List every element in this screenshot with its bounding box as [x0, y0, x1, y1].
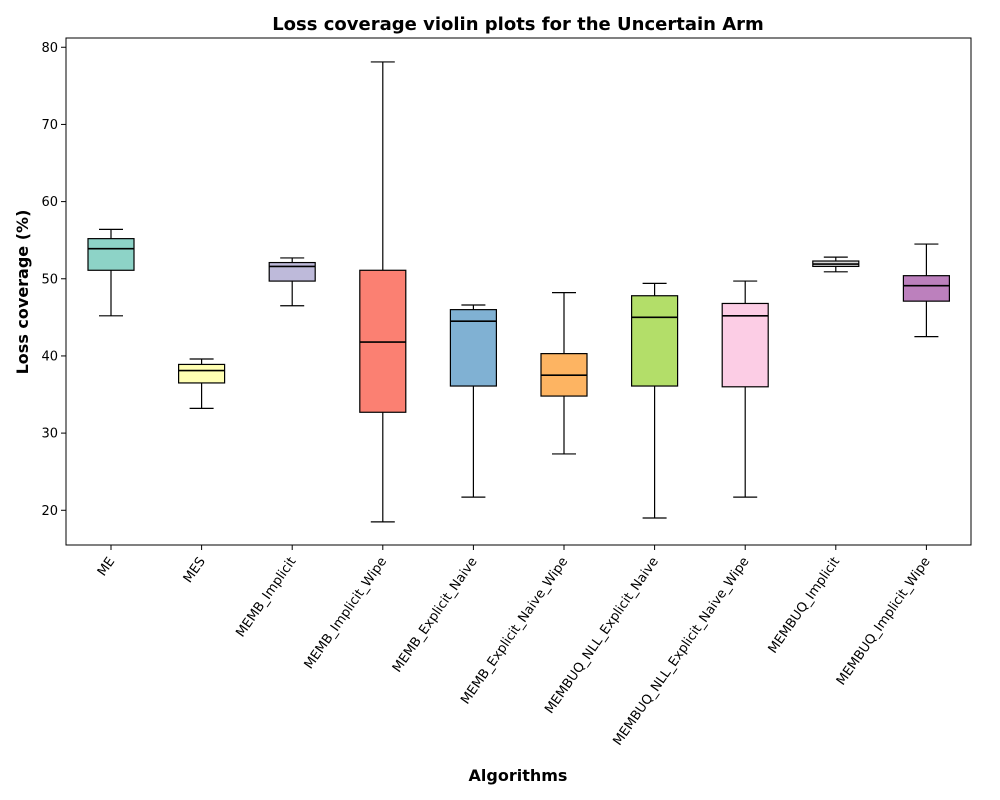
x-tick-label: MEMBUQ_Implicit	[766, 555, 843, 657]
box	[87, 238, 135, 271]
x-tick-label: MES	[181, 555, 209, 586]
x-tick-label: MEMB_Explicit_Naive	[390, 555, 481, 676]
y-axis-label: Loss coverage (%)	[13, 210, 32, 375]
x-tick-label: MEMB_Implicit_Wipe	[302, 555, 390, 672]
y-tick-label: 50	[41, 272, 58, 287]
chart-title: Loss coverage violin plots for the Uncer…	[272, 14, 764, 35]
x-tick-label: MEMBUQ_Implicit_Wipe	[834, 555, 934, 689]
box	[902, 275, 951, 302]
box	[268, 261, 316, 282]
y-tick-label: 40	[41, 349, 58, 364]
y-tick-label: 70	[41, 118, 58, 133]
x-tick-label: MEMB_Implicit	[233, 555, 299, 641]
plot-area: 20 30 40 50 60 70 80 ME MES MEMB_Implicit MEMB_Imp…	[41, 37, 972, 749]
plot-frame	[65, 37, 972, 546]
y-tick-label: 20	[41, 504, 58, 519]
box	[630, 295, 679, 387]
x-tick-label: ME	[95, 555, 118, 580]
box	[178, 363, 226, 384]
y-tick-label: 60	[41, 195, 58, 210]
x-axis-label: Algorithms	[469, 766, 568, 785]
box	[721, 302, 769, 388]
y-tick-label: 30	[41, 427, 58, 442]
x-tick-label: MEMB_Explicit_Naive_Wipe	[458, 555, 571, 708]
box	[449, 309, 497, 387]
y-tick-label: 80	[41, 41, 58, 56]
